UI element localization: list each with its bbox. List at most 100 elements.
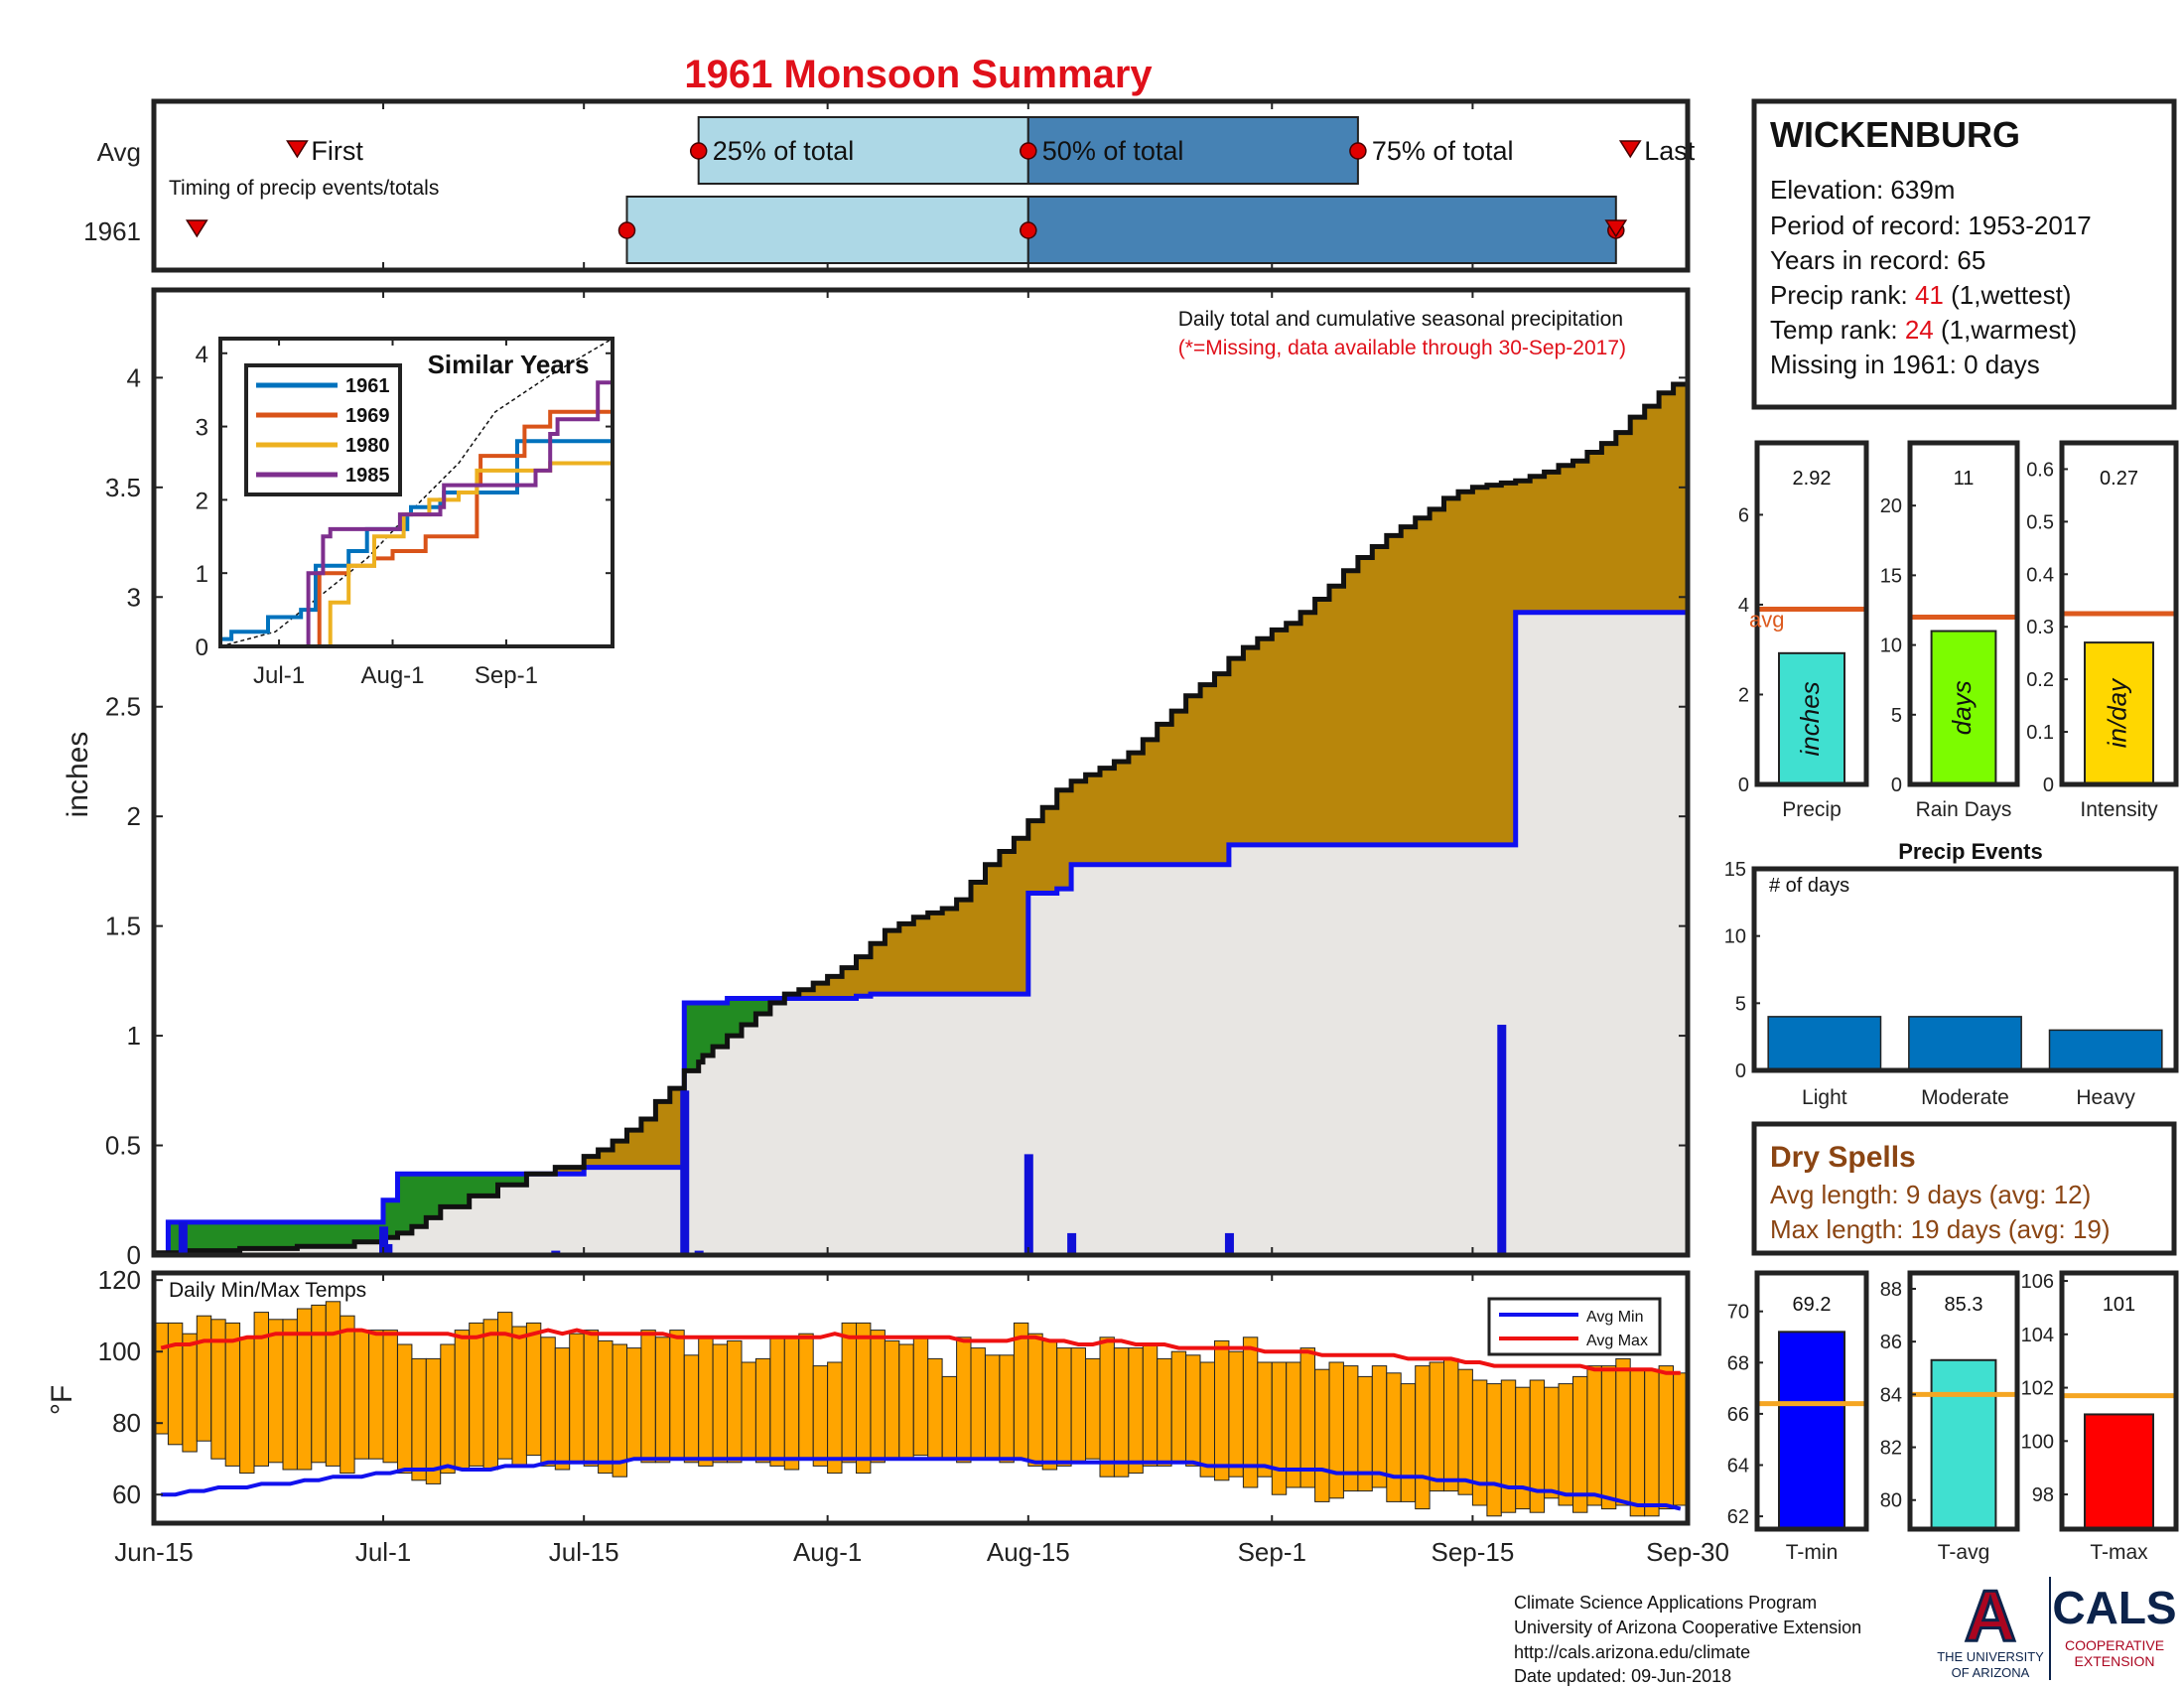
footer-line-1: Climate Science Applications Program <box>1514 1593 1817 1613</box>
main-y-tick-5: 2.5 <box>105 692 141 722</box>
temp-bar-63 <box>1056 1347 1072 1467</box>
footer-line-4: Date updated: 09-Jun-2018 <box>1514 1666 1731 1686</box>
temp-bar-22 <box>469 1322 484 1467</box>
temp-y-tick-2: 100 <box>98 1336 141 1366</box>
tmax-frame <box>2059 1270 2179 1532</box>
temp-y-tick-3: 120 <box>98 1265 141 1295</box>
year-q25-marker <box>617 221 636 239</box>
x-tick-label-6: Sep-15 <box>1431 1537 1514 1567</box>
temp-bar-59 <box>999 1354 1015 1464</box>
tavg-y-tick-1: 82 <box>1880 1438 1902 1460</box>
event-x-label-0: Light <box>1802 1086 1847 1109</box>
temp-bar-100 <box>1586 1365 1602 1506</box>
events-ylabel: # of days <box>1769 875 1849 897</box>
daily-precip-bar-4 <box>680 1090 690 1255</box>
temp-bar-52 <box>898 1343 914 1460</box>
temp-frame <box>151 1270 1691 1526</box>
x-tick-label-0: Jun-15 <box>114 1537 194 1567</box>
station-precip-rank: Precip rank: 41 (1,wettest) <box>1770 280 2071 310</box>
station-period: Period of record: 1953-2017 <box>1770 211 2092 240</box>
temp-bar-35 <box>654 1336 671 1464</box>
tmin-y-tick-0: 62 <box>1727 1506 1749 1528</box>
inset-y-tick-4: 4 <box>196 342 208 368</box>
tmax-y-tick-1: 100 <box>2021 1431 2054 1453</box>
timing-content: First 25% of total 50% of total 75% of tota… <box>185 116 1696 264</box>
avg-box-25-50 <box>697 116 1029 185</box>
precip-rank-value: 41 <box>1915 280 1944 310</box>
tmax-y-tick-4: 106 <box>2021 1271 2054 1293</box>
temp-bar-85 <box>1371 1365 1388 1488</box>
temp-bar-72 <box>1185 1354 1201 1467</box>
dry-avg-length: Avg length: 9 days (avg: 12) <box>1770 1180 2091 1209</box>
mini-precip-panels: 2.92 inches 0 2 4 6 Precip avg 11 days 0 5 10 15 20 Rai… <box>1738 440 2179 821</box>
tmax-y-tick-2: 102 <box>2021 1378 2054 1400</box>
temp-bar-18 <box>411 1357 427 1481</box>
event-bar-moderate <box>1908 1016 2022 1071</box>
temp-bar-73 <box>1199 1361 1215 1477</box>
main-y-label: inches <box>62 732 94 818</box>
daily-precip-bar-0 <box>178 1221 188 1255</box>
temp-legend-box <box>1487 1297 1662 1356</box>
year-box-50-75 <box>1026 196 1617 264</box>
tavg-frame <box>1907 1270 2020 1532</box>
rain-y-tick-1: 5 <box>1891 705 1902 727</box>
events-y-tick-1: 5 <box>1735 993 1746 1015</box>
x-axis: Jun-15 Jul-1 Jul-15 Aug-1 Aug-15 Sep-1 Sep-15 S… <box>114 101 1729 1567</box>
temp-bar-61 <box>1027 1333 1043 1467</box>
rain-x-label: Rain Days <box>1916 798 2012 821</box>
temp-bar-16 <box>382 1330 398 1464</box>
temp-bar-46 <box>812 1365 829 1467</box>
temp-bar-26 <box>525 1322 542 1457</box>
rain-frame <box>1907 440 2020 787</box>
temp-bar-64 <box>1070 1347 1086 1464</box>
tmax-y-tick-0: 98 <box>2032 1484 2054 1506</box>
temp-y-ticks: 60 80 100 120 <box>98 1265 163 1509</box>
temp-bar-6 <box>239 1336 255 1475</box>
precip-avg-text: avg <box>1749 607 1784 632</box>
avg-box-50-75 <box>1026 116 1359 185</box>
year-first-marker <box>185 219 208 238</box>
inset-y-tick-0: 0 <box>196 634 208 661</box>
inset-y-tick-2: 2 <box>196 488 208 514</box>
temp-bar-32 <box>612 1343 627 1477</box>
temp-bar-101 <box>1600 1365 1617 1510</box>
temp-bar-28 <box>554 1347 571 1471</box>
x-tick-label-3: Aug-1 <box>793 1537 862 1567</box>
temp-bar-89 <box>1429 1361 1444 1492</box>
temp-bar-40 <box>727 1339 743 1464</box>
tmax-y-tick-3: 104 <box>2021 1325 2054 1346</box>
tavg-value-label: 85.3 <box>1945 1294 1983 1316</box>
temp-bar-60 <box>1013 1322 1029 1460</box>
temp-bar-102 <box>1615 1357 1631 1506</box>
main-missing-note: (*=Missing, data available through 30-Se… <box>1178 337 1626 359</box>
precip-y-tick-3: 6 <box>1738 504 1749 526</box>
temp-bar-104 <box>1644 1368 1660 1517</box>
temp-bar-92 <box>1471 1379 1488 1506</box>
ua-a-logo: A <box>1965 1577 2016 1656</box>
intensity-x-label: Intensity <box>2080 798 2158 821</box>
inset-legend-label-1: 1969 <box>345 405 390 427</box>
year-last-marker <box>1604 219 1628 238</box>
x-tick-label-1: Jul-1 <box>355 1537 411 1567</box>
main-y-tick-8: 4 <box>127 362 141 392</box>
temp-legend: Avg Min Avg Max <box>1487 1297 1662 1356</box>
inset-series-1985 <box>220 380 613 648</box>
legend-avg-min: Avg Min <box>1586 1309 1644 1326</box>
tmin-y-tick-2: 66 <box>1727 1404 1749 1426</box>
temp-y-label: °F <box>46 1385 78 1415</box>
precip-y-tick-2: 4 <box>1738 595 1749 617</box>
dry-max-length: Max length: 19 days (avg: 19) <box>1770 1214 2111 1244</box>
temp-content <box>153 1301 1689 1517</box>
inset-legend-label-3: 1985 <box>345 465 390 487</box>
tavg-y-tick-3: 86 <box>1880 1332 1902 1353</box>
mini-temp-panels: 69.2 62 64 66 68 70 T-min 85.3 80 82 84 86 88 T-avg 10… <box>1727 1270 2179 1564</box>
station-info-box: WICKENBURG Elevation: 639m Period of rec… <box>1751 98 2177 410</box>
timing-frame <box>151 98 1691 273</box>
temp-bar-98 <box>1558 1383 1573 1506</box>
university-logo: A THE UNIVERSITY OF ARIZONA CALS COOPERA… <box>1937 1576 2177 1680</box>
rain-y-tick-2: 10 <box>1880 635 1902 657</box>
temp-bar-17 <box>397 1343 413 1475</box>
ua-text-2: OF ARIZONA <box>1952 1665 2030 1680</box>
temp-bar-82 <box>1328 1361 1344 1499</box>
